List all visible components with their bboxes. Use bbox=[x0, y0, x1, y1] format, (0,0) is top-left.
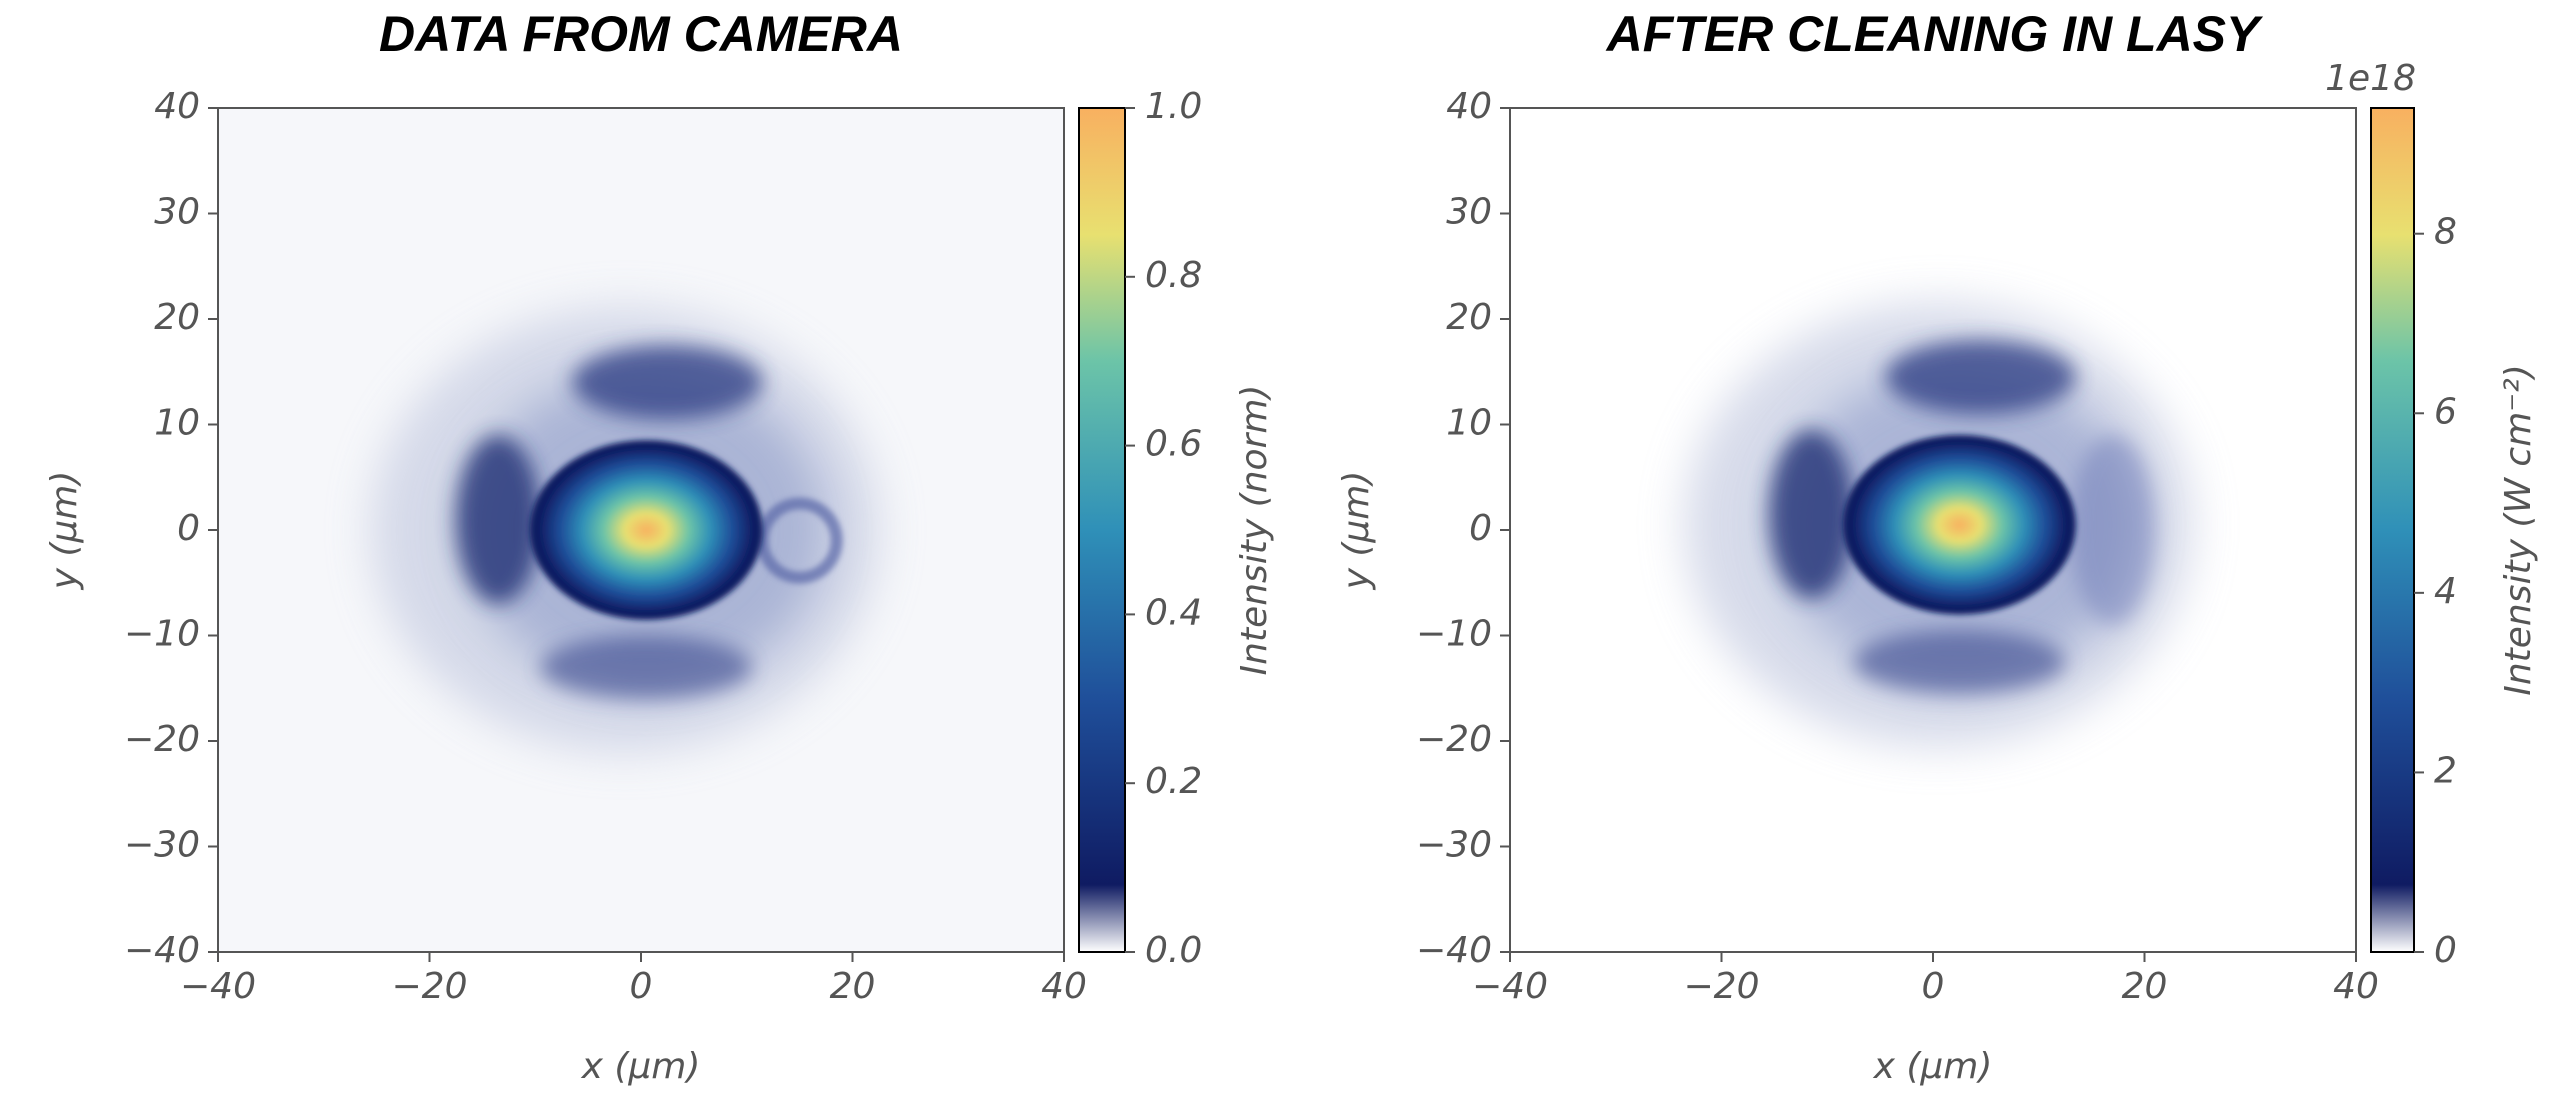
x-tick-label: 20 bbox=[2122, 966, 2168, 1007]
y-tick-label: −40 bbox=[124, 930, 200, 971]
y-axis-label: y (μm) bbox=[44, 471, 85, 591]
x-axis-label: x (μm) bbox=[1873, 1046, 1993, 1087]
y-tick-label: 0 bbox=[1469, 508, 1492, 549]
y-tick-label: −10 bbox=[1416, 614, 1492, 655]
colorbar-tick-label: 0.8 bbox=[1145, 255, 1202, 296]
colorbar-tick-label: 0.4 bbox=[1145, 592, 1202, 633]
colorbar-tick-label: 0.2 bbox=[1145, 761, 1202, 802]
x-tick-label: 0 bbox=[630, 966, 653, 1007]
x-tick-label: −40 bbox=[1472, 966, 1548, 1007]
upper-arc bbox=[1885, 340, 2076, 415]
colorbar bbox=[1078, 107, 1126, 953]
colorbar-tick-label: 4 bbox=[2434, 571, 2457, 612]
core bbox=[529, 440, 763, 620]
y-tick-label: 30 bbox=[154, 192, 200, 233]
side-ring bbox=[756, 497, 843, 584]
heatmap-image bbox=[1510, 108, 2356, 952]
upper-arc bbox=[572, 345, 763, 420]
y-tick-label: 10 bbox=[1446, 403, 1492, 444]
y-tick-label: −30 bbox=[1416, 825, 1492, 866]
x-tick-label: −40 bbox=[180, 966, 256, 1007]
colorbar-label: Intensity (W cm⁻²) bbox=[2498, 364, 2539, 696]
colorbar-label: Intensity (norm) bbox=[1234, 385, 1275, 676]
left-arc bbox=[1769, 429, 1854, 599]
chart-title: AFTER CLEANING IN LASY bbox=[1605, 6, 2264, 62]
y-tick-label: −20 bbox=[124, 719, 200, 760]
y-axis-label: y (μm) bbox=[1336, 471, 1377, 591]
left-arc bbox=[455, 434, 541, 605]
y-tick-label: −20 bbox=[1416, 719, 1492, 760]
x-tick-label: −20 bbox=[1684, 966, 1760, 1007]
y-tick-label: −10 bbox=[124, 614, 200, 655]
lower-arc bbox=[1853, 630, 2066, 694]
colorbar-tick-label: 0.0 bbox=[1145, 930, 1202, 971]
y-tick-label: 0 bbox=[177, 508, 200, 549]
y-tick-label: 20 bbox=[154, 297, 200, 338]
colorbar-tick-label: 0.6 bbox=[1145, 424, 1202, 465]
colorbar-tick-label: 0 bbox=[2434, 930, 2457, 971]
heatmap-image bbox=[218, 108, 1064, 952]
y-tick-label: 10 bbox=[154, 403, 200, 444]
x-tick-label: 40 bbox=[1041, 966, 1087, 1007]
x-axis-label: x (μm) bbox=[581, 1046, 701, 1087]
x-tick-label: −20 bbox=[392, 966, 468, 1007]
colorbar-offset-label: 1e18 bbox=[2325, 58, 2416, 99]
y-tick-label: 40 bbox=[154, 86, 200, 127]
right-arc bbox=[2070, 434, 2156, 626]
y-tick-label: −30 bbox=[124, 825, 200, 866]
x-tick-label: 0 bbox=[1922, 966, 1945, 1007]
y-tick-label: 40 bbox=[1446, 86, 1492, 127]
colorbar-tick-label: 2 bbox=[2434, 750, 2457, 791]
colorbar-tick-label: 1.0 bbox=[1145, 86, 1202, 127]
colorbar-tick-label: 6 bbox=[2434, 391, 2457, 432]
colorbar bbox=[2370, 107, 2415, 953]
y-tick-label: 20 bbox=[1446, 297, 1492, 338]
y-tick-label: 30 bbox=[1446, 192, 1492, 233]
chart-title: DATA FROM CAMERA bbox=[379, 6, 903, 62]
x-tick-label: 20 bbox=[830, 966, 876, 1007]
x-tick-label: 40 bbox=[2333, 966, 2379, 1007]
y-tick-label: −40 bbox=[1416, 930, 1492, 971]
colorbar-tick-label: 8 bbox=[2434, 212, 2457, 253]
lower-arc bbox=[540, 635, 753, 699]
core bbox=[1843, 434, 2076, 615]
